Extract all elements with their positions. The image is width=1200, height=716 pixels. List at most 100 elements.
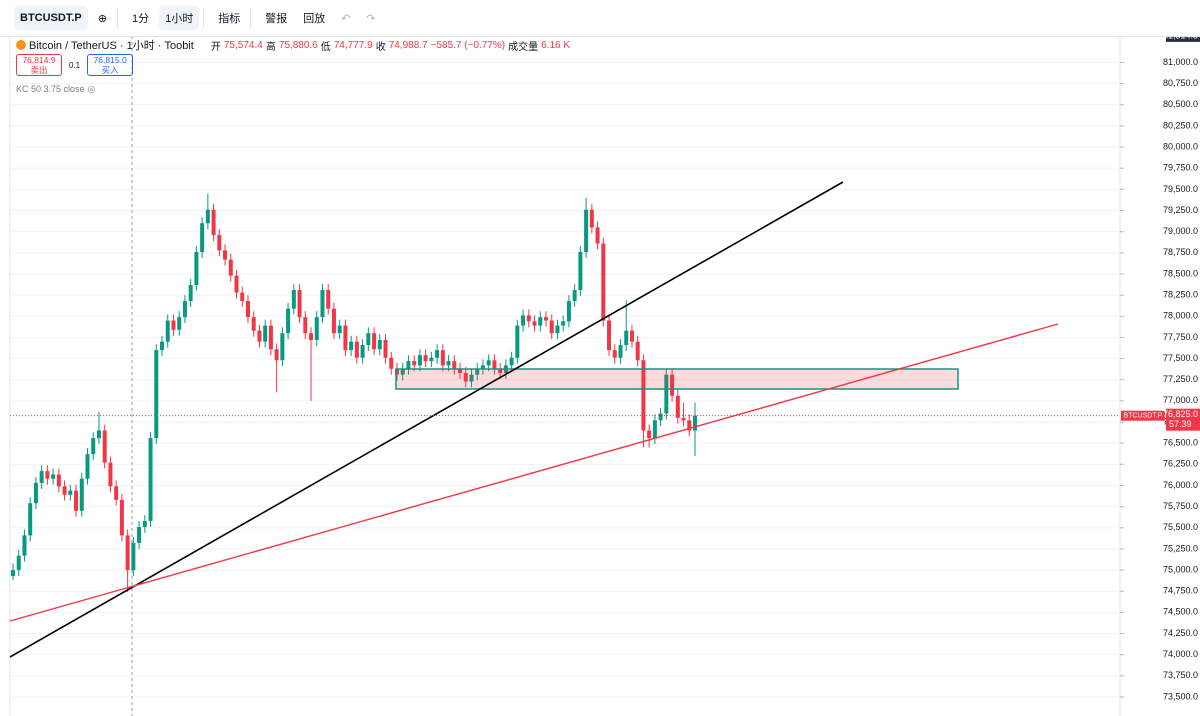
y-tick-label: 77,000.0 [1163,395,1198,405]
candle-body [79,478,84,511]
y-tick-label: 79,250.0 [1163,205,1198,215]
candle-body [578,251,583,291]
candle-body [114,486,119,500]
interval-button[interactable]: 1小时 [159,6,200,30]
symbol-button[interactable]: BTCUSDT.P [14,6,88,30]
candle-body [74,490,79,511]
candle-body [543,317,548,321]
candle-body [572,290,577,302]
trade-row: 76,814.9 卖出 0.1 76,815.0 买入 [16,52,570,78]
candle-body [475,368,480,375]
candle-body [240,292,245,302]
candle-body [635,341,640,361]
candle-body [68,490,73,495]
label: 开 [210,41,221,53]
candle-body [297,290,302,318]
candle-body [11,570,15,576]
trend-line[interactable] [9,181,844,658]
candle-body [389,357,394,369]
coin-icon [16,40,26,50]
candle-body [440,350,445,366]
trend-line[interactable] [9,323,1059,622]
candle-body [589,209,594,228]
candle-body [538,317,543,326]
alerts-button[interactable]: 警报 [265,13,288,25]
y-tick-label: 75,750.0 [1163,501,1198,511]
toolbar: BTCUSDT.P ⊕ 1分 1小时 指标 警报 回放 ↶ ↷ [0,0,1200,37]
y-tick-label: 75,500.0 [1163,522,1198,532]
separator [116,8,118,28]
candle-body [171,320,176,330]
y-tick-label: 74,000.0 [1163,649,1198,659]
y-tick-label: 80,750.0 [1163,78,1198,88]
interval-button[interactable]: 1分 [131,13,150,25]
indicators-button[interactable]: 指标 [218,13,241,25]
value: 75,880.6 [278,39,318,51]
y-tick-label: 76,500.0 [1163,438,1198,448]
candle-body [452,361,457,369]
y-tick-label: 79,000.0 [1163,226,1198,236]
y-tick-label: 75,000.0 [1163,564,1198,574]
candle-body [354,341,359,358]
eye-icon[interactable]: ◎ [87,83,96,94]
candle-body [652,420,657,439]
candle-body [251,317,256,331]
redo-button[interactable]: ↷ [366,12,376,25]
candle-body [51,474,56,479]
candle-body [303,317,308,334]
zone-box[interactable] [395,368,959,390]
candle-body [618,345,623,358]
price-symbol-box [1121,410,1165,421]
candle-body [486,360,491,366]
candle-body [555,325,560,334]
candle-body [286,308,291,334]
buy-button[interactable]: 76,815.0 买入 [87,54,134,76]
candle-body [200,223,205,252]
value: 6.16 K [541,39,571,51]
sell-button[interactable]: 76,814.9 卖出 [16,54,62,76]
price-box [1166,408,1200,431]
price-label: 76,825.0 [1163,409,1198,419]
candle-body [492,360,497,369]
replay-button[interactable]: 回放 [303,13,326,25]
y-tick-label: 79,500.0 [1163,184,1198,194]
y-tick-label: 79,750.0 [1163,163,1198,173]
candle-body [245,301,250,318]
y-tick-label: 80,500.0 [1163,99,1198,109]
candle-body [217,235,222,251]
y-tick-label: 76,000.0 [1163,480,1198,490]
candle-body [314,317,319,340]
candle-body [417,355,422,366]
y-tick-label: 73,750.0 [1163,670,1198,680]
y-tick-label: 74,750.0 [1163,586,1198,596]
undo-button[interactable]: ↶ [341,12,351,25]
candle-body [91,438,96,455]
candle-body [687,420,692,431]
candle-body [148,438,153,522]
candle-body [647,430,652,439]
add-button[interactable]: ⊕ [97,12,107,25]
candle-body [349,341,354,351]
indicator-row: KC 50 3.75 close ◎ [16,82,570,96]
candle-body [108,462,113,487]
label: 高 [265,41,276,53]
y-tick-label: 78,500.0 [1163,268,1198,278]
y-tick-label: 78,250.0 [1163,290,1198,300]
buy-price: 76,815.0 [93,55,127,65]
price-symbol: BTCUSDT.P [1124,413,1163,420]
candle-body [584,209,589,252]
candle-body [498,368,503,373]
candle-body [641,360,646,431]
value: 75,574.4 [223,39,263,51]
candle-body [326,290,331,309]
candle-body [309,333,314,340]
candle-body [509,357,514,366]
candle-body [85,454,90,479]
candle-body [28,503,33,536]
candle-body [194,251,199,285]
candle-body [469,374,474,382]
candle-body [39,471,44,483]
candle-body [257,330,262,342]
countdown: 57:39 [1169,419,1192,429]
